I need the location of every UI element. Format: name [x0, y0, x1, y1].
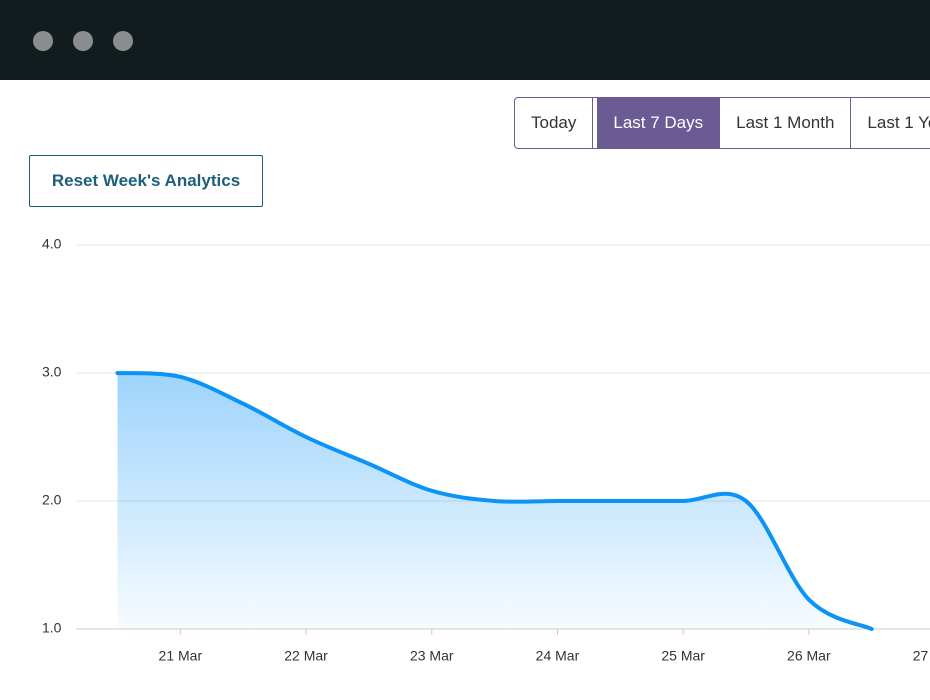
window-dot [73, 31, 93, 51]
range-button[interactable]: Last 1 Month [720, 98, 852, 148]
range-button[interactable]: Last 7 Days [597, 98, 721, 148]
window-dot [33, 31, 53, 51]
window-dot [113, 31, 133, 51]
range-button[interactable]: Last 1 Year [851, 98, 930, 148]
y-tick-label: 1.0 [42, 620, 62, 636]
x-tick-label: 23 Mar [410, 648, 454, 664]
x-tick-label: 21 Mar [159, 648, 203, 664]
y-tick-label: 4.0 [42, 236, 62, 252]
x-tick-label: 27 Mar [913, 648, 930, 664]
x-tick-label: 24 Mar [536, 648, 580, 664]
reset-button[interactable]: Reset Week's Analytics [29, 155, 263, 207]
window-titlebar [0, 0, 930, 80]
x-tick-label: 26 Mar [787, 648, 831, 664]
x-tick-label: 22 Mar [284, 648, 328, 664]
range-button[interactable]: Today [515, 98, 594, 148]
x-tick-label: 25 Mar [661, 648, 705, 664]
line [115, 371, 874, 631]
y-tick-label: 3.0 [42, 364, 62, 380]
y-tick-label: 2.0 [42, 492, 62, 508]
